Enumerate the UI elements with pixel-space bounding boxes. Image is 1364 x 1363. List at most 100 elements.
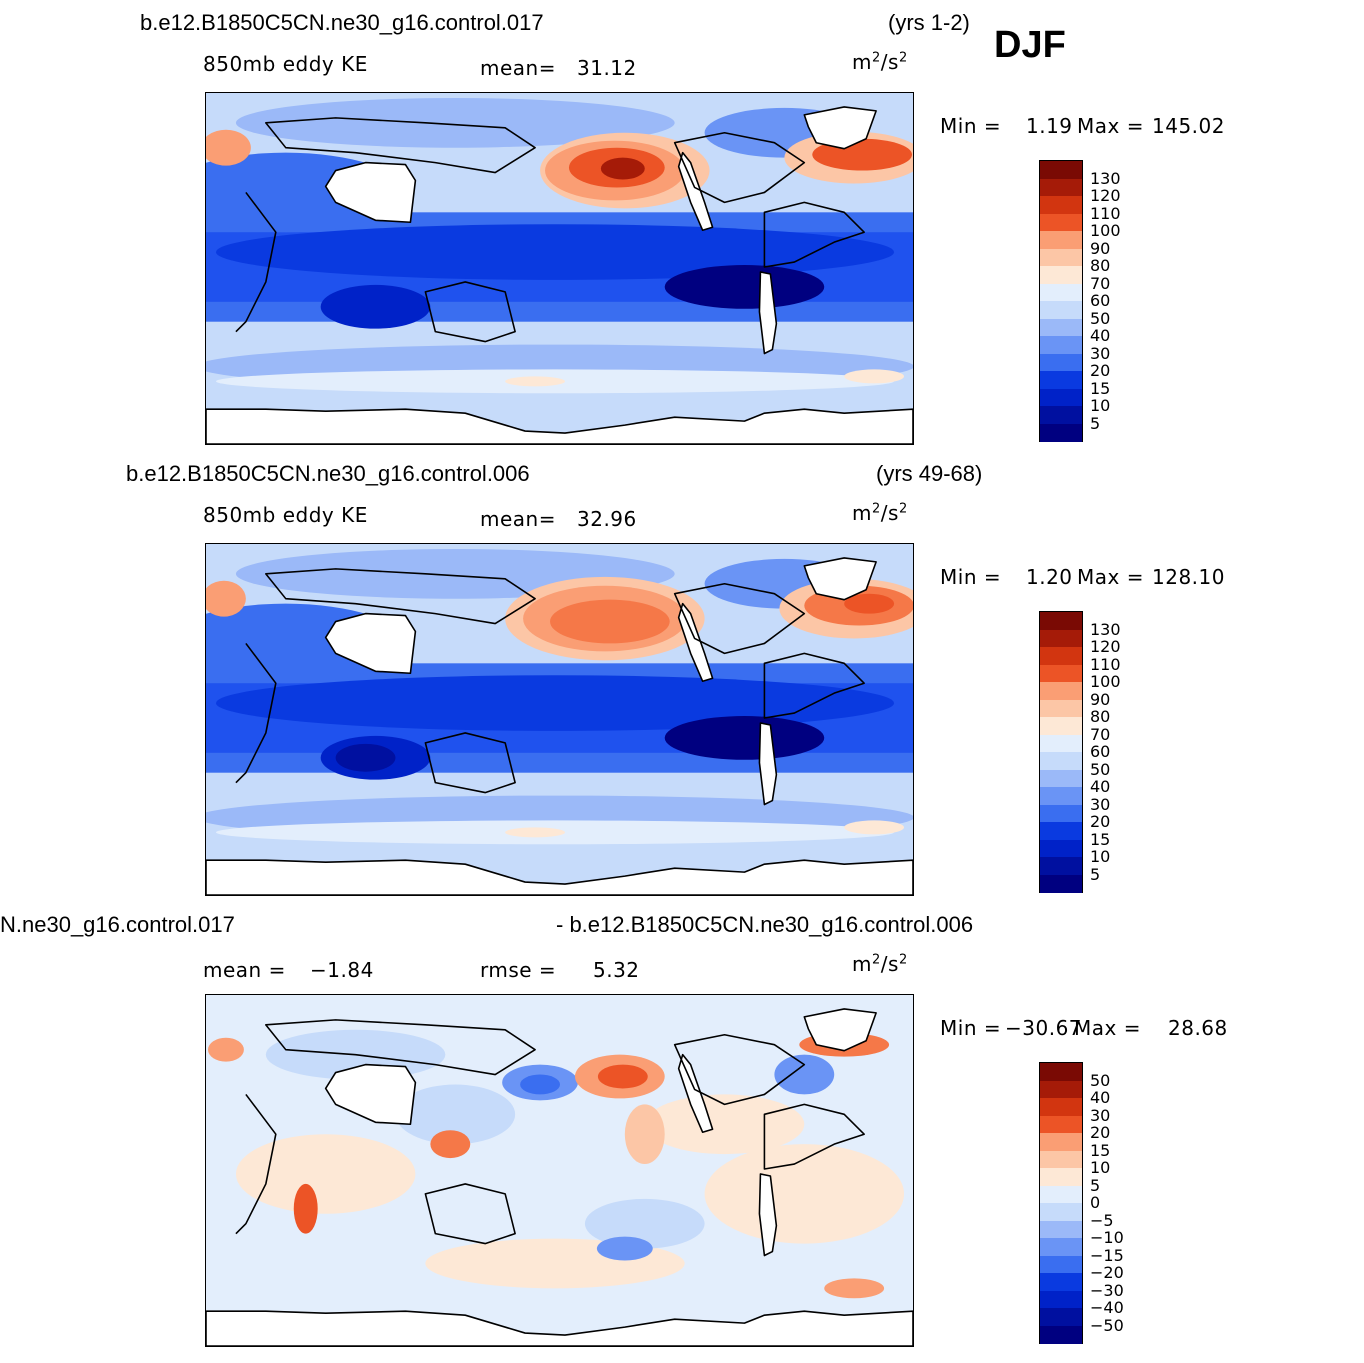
- colorbar-tick-label: 110: [1090, 203, 1121, 223]
- colorbar-tick-label: 70: [1090, 724, 1111, 744]
- colorbar-swatch: [1040, 301, 1082, 319]
- panel1-map: [205, 92, 914, 445]
- colorbar-tick-label: 10: [1090, 1158, 1111, 1177]
- panel3-min-label: Min =: [940, 1016, 1002, 1040]
- colorbar-swatch: [1040, 336, 1082, 354]
- panel3-mean-label: mean =: [203, 958, 286, 982]
- colorbar-tick-label: 30: [1090, 1105, 1111, 1125]
- colorbar-swatch: [1040, 196, 1082, 214]
- panel3-map-svg: [206, 995, 913, 1346]
- colorbar-tick-label: 40: [1090, 1088, 1111, 1107]
- panel2-colorbar: [1039, 611, 1083, 893]
- colorbar-swatch: [1040, 1203, 1082, 1221]
- colorbar-tick-label: 0: [1090, 1193, 1101, 1212]
- season-label: DJF: [994, 24, 1066, 66]
- colorbar-tick-label: 50: [1090, 759, 1111, 779]
- colorbar-tick-label: −40: [1090, 1298, 1124, 1317]
- colorbar-swatch: [1040, 283, 1082, 302]
- panel3-units: m2/s2: [852, 952, 908, 976]
- panel1-max-value: 145.02: [1152, 114, 1225, 138]
- colorbar-tick-label: 100: [1090, 672, 1121, 691]
- panel3-case-title: N.ne30_g16.control.017: [0, 912, 235, 937]
- panel1-years: (yrs 1-2): [888, 10, 970, 35]
- colorbar-swatch: [1040, 1238, 1082, 1256]
- panel3-max-value: 28.68: [1168, 1016, 1228, 1040]
- colorbar-tick-label: 5: [1090, 864, 1101, 884]
- colorbar-tick-label: 15: [1090, 829, 1111, 849]
- panel1-min-label: Min =: [940, 114, 1002, 138]
- colorbar-tick-label: 90: [1090, 238, 1111, 258]
- colorbar-tick-label: 130: [1090, 168, 1121, 188]
- colorbar-tick-label: 30: [1090, 794, 1111, 814]
- colorbar-tick-label: 20: [1090, 812, 1111, 831]
- colorbar-tick-label: 5: [1090, 413, 1101, 433]
- colorbar-tick-label: 40: [1090, 777, 1111, 796]
- colorbar-swatch: [1040, 1185, 1082, 1204]
- colorbar-tick-label: 10: [1090, 847, 1111, 866]
- colorbar-swatch: [1040, 769, 1082, 788]
- colorbar-swatch: [1040, 682, 1082, 700]
- panel1-variable: 850mb eddy KE: [203, 52, 368, 76]
- panel1-max-label: Max =: [1077, 114, 1144, 138]
- panel1-case-title: b.e12.B1850C5CN.ne30_g16.control.017: [140, 10, 544, 35]
- colorbar-tick-label: 50: [1090, 308, 1111, 328]
- panel3-map: [205, 994, 914, 1347]
- colorbar-swatch: [1040, 822, 1082, 840]
- colorbar-swatch: [1040, 804, 1082, 823]
- colorbar-swatch: [1040, 874, 1082, 893]
- panel2-variable: 850mb eddy KE: [203, 503, 368, 527]
- colorbar-tick-label: 60: [1090, 291, 1111, 310]
- colorbar-tick-label: 80: [1090, 256, 1111, 275]
- panel3-rmse-value: 5.32: [593, 958, 640, 982]
- panel3-mean-value: −1.84: [310, 958, 374, 982]
- colorbar-swatch: [1040, 629, 1082, 648]
- colorbar-tick-label: 120: [1090, 637, 1121, 656]
- panel2-max-label: Max =: [1077, 565, 1144, 589]
- panel3-min-value: −30.67: [1005, 1016, 1083, 1040]
- colorbar-tick-label: −10: [1090, 1228, 1124, 1247]
- colorbar-tick-label: 60: [1090, 742, 1111, 761]
- panel2-mean-value: 32.96: [577, 507, 637, 531]
- colorbar-swatch: [1040, 318, 1082, 337]
- panel3-rmse-label: rmse =: [480, 958, 557, 982]
- panel2-mean-label: mean=: [480, 507, 556, 531]
- panel2-years: (yrs 49-68): [876, 461, 983, 486]
- panel2-case-title: b.e12.B1850C5CN.ne30_g16.control.006: [126, 461, 530, 486]
- colorbar-tick-label: 100: [1090, 221, 1121, 240]
- colorbar-tick-label: −20: [1090, 1263, 1124, 1282]
- colorbar-swatch: [1040, 1150, 1082, 1169]
- colorbar-tick-label: 30: [1090, 343, 1111, 363]
- colorbar-tick-label: 10: [1090, 396, 1111, 415]
- colorbar-tick-label: 110: [1090, 654, 1121, 674]
- panel1-mean-value: 31.12: [577, 56, 637, 80]
- colorbar-swatch: [1040, 664, 1082, 683]
- panel2-min-value: 1.20: [1026, 565, 1073, 589]
- panel3-minus-title: - b.e12.B1850C5CN.ne30_g16.control.006: [556, 912, 974, 937]
- colorbar-swatch: [1040, 248, 1082, 267]
- colorbar-swatch: [1040, 423, 1082, 442]
- colorbar-swatch: [1040, 406, 1082, 424]
- colorbar-swatch: [1040, 266, 1082, 284]
- panel2-min-label: Min =: [940, 565, 1002, 589]
- colorbar-tick-label: 130: [1090, 619, 1121, 639]
- colorbar-swatch: [1040, 1290, 1082, 1309]
- colorbar-swatch: [1040, 1255, 1082, 1274]
- panel2-map: [205, 543, 914, 896]
- colorbar-swatch: [1040, 1063, 1082, 1081]
- colorbar-swatch: [1040, 1308, 1082, 1326]
- colorbar-swatch: [1040, 213, 1082, 232]
- colorbar-swatch: [1040, 839, 1082, 858]
- colorbar-tick-label: 15: [1090, 378, 1111, 398]
- colorbar-tick-label: −5: [1090, 1210, 1114, 1230]
- colorbar-tick-label: 15: [1090, 1140, 1111, 1160]
- colorbar-tick-label: 120: [1090, 186, 1121, 205]
- panel3-max-label: Max =: [1074, 1016, 1141, 1040]
- colorbar-swatch: [1040, 734, 1082, 753]
- colorbar-tick-label: 5: [1090, 1175, 1101, 1195]
- colorbar-tick-label: 20: [1090, 1123, 1111, 1142]
- colorbar-tick-label: −50: [1090, 1315, 1124, 1335]
- colorbar-swatch: [1040, 752, 1082, 770]
- colorbar-tick-label: 50: [1090, 1070, 1111, 1090]
- colorbar-swatch: [1040, 1273, 1082, 1291]
- panel1-mean-label: mean=: [480, 56, 556, 80]
